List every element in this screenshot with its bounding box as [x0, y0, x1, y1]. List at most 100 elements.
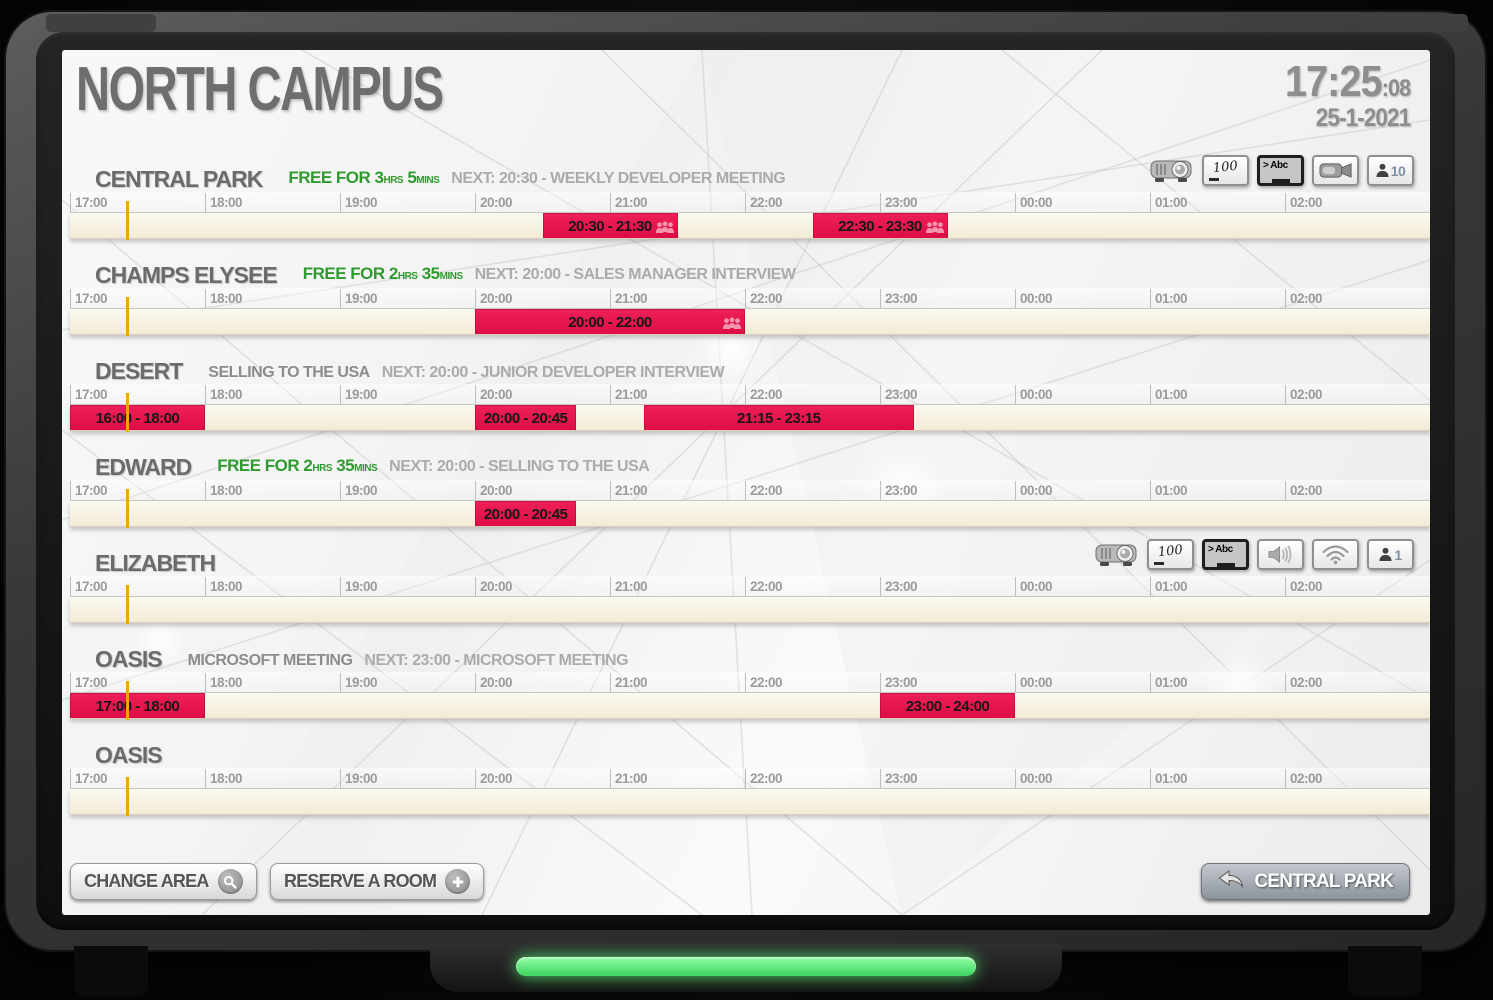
hour-label: 19:00 [340, 289, 378, 308]
room-name[interactable]: ELIZABETH [95, 550, 216, 576]
timeline-bar[interactable]: 20:00 - 22:00 [70, 309, 1430, 335]
room-timeline: 17:00 18:00 19:00 20:00 21:00 22:00 23:00 00:00… [70, 768, 1430, 816]
hour-label: 00:00 [1015, 481, 1053, 500]
mount-nub-right [1348, 946, 1422, 996]
free-for-label: FREE FOR 2HRS 35MINS [217, 456, 378, 475]
reserve-room-label: RESERVE A ROOM [284, 871, 437, 891]
timeline-hour-labels: 17:00 18:00 19:00 20:00 21:00 22:00 23:00 00:00… [70, 768, 1430, 789]
hour-label: 00:00 [1015, 193, 1053, 212]
room-status: MICROSOFT MEETING NEXT: 23:00 - MICROSOFT… [187, 650, 629, 672]
booking-time-label: 23:00 - 24:00 [905, 697, 990, 715]
room-name[interactable]: CENTRAL PARK [95, 166, 263, 192]
room-timeline: 17:00 18:00 19:00 20:00 21:00 22:00 23:00 00:00… [70, 672, 1430, 720]
booking-block[interactable]: 20:30 - 21:30 [542, 213, 678, 238]
hour-label: 18:00 [205, 193, 243, 212]
whiteboard-icon: 100 [1202, 155, 1249, 186]
device-stand [430, 944, 1062, 992]
hour-label: 18:00 [205, 385, 243, 404]
hour-label: 00:00 [1015, 385, 1053, 404]
booking-block[interactable]: 16:00 - 18:00 [70, 405, 205, 430]
occupants-icon [722, 317, 742, 334]
hour-label: 18:00 [205, 289, 243, 308]
booking-block[interactable]: 17:00 - 18:00 [70, 693, 205, 718]
timeline-bar[interactable]: 16:00 - 18:00 20:00 - 20:45 21:15 - 23:15 [70, 405, 1430, 431]
hour-label: 18:00 [205, 481, 243, 500]
hour-label: 02:00 [1285, 385, 1323, 404]
timeline-hour-labels: 17:00 18:00 19:00 20:00 21:00 22:00 23:00 00:00… [70, 192, 1430, 213]
room-row: CENTRAL PARK FREE FOR 3HRS 5MINS NEXT: 20… [62, 155, 1430, 240]
hour-label: 21:00 [610, 385, 648, 404]
room-name[interactable]: DESERT [95, 358, 183, 384]
room-name[interactable]: EDWARD [95, 454, 192, 480]
hour-label: 23:00 [880, 385, 918, 404]
status-led-green [516, 957, 976, 976]
hour-label: 23:00 [880, 577, 918, 596]
occupants-icon [655, 221, 675, 238]
booking-block[interactable]: 22:30 - 23:30 [812, 213, 948, 238]
timeline-bar[interactable]: 17:00 - 18:00 23:00 - 24:00 [70, 693, 1430, 719]
capacity-icon: 1 [1367, 539, 1414, 570]
room-name[interactable]: CHAMPS ELYSEE [95, 262, 278, 288]
booking-block[interactable]: 23:00 - 24:00 [880, 693, 1015, 718]
booking-block[interactable]: 20:00 - 20:45 [475, 501, 577, 526]
hour-label: 22:00 [745, 481, 783, 500]
hour-label: 00:00 [1015, 577, 1053, 596]
hour-label: 01:00 [1150, 193, 1188, 212]
booking-block[interactable]: 21:15 - 23:15 [643, 405, 914, 430]
room-list: CENTRAL PARK FREE FOR 3HRS 5MINS NEXT: 20… [62, 155, 1430, 828]
current-time-marker [126, 297, 130, 336]
hour-label: 01:00 [1150, 385, 1188, 404]
reserve-room-button[interactable]: RESERVE A ROOM [270, 863, 485, 900]
booking-block[interactable]: 20:00 - 22:00 [475, 309, 745, 334]
current-meeting-label: SELLING TO THE USA [208, 364, 370, 381]
room-timeline: 17:00 18:00 19:00 20:00 21:00 22:00 23:00 00:00… [70, 192, 1430, 240]
hour-label: 21:00 [610, 289, 648, 308]
room-amenities: 100 > Abc 1 [1092, 538, 1414, 571]
tv-icon: > Abc [1202, 539, 1249, 570]
timeline-bar[interactable]: 20:00 - 20:45 [70, 501, 1430, 527]
current-time-marker [126, 393, 130, 432]
hour-label: 20:00 [475, 385, 513, 404]
hour-label: 22:00 [745, 385, 783, 404]
room-status: FREE FOR 2HRS 35MINS NEXT: 20:00 - SELLIN… [217, 455, 650, 480]
page-title: NORTH CAMPUS [76, 55, 444, 124]
booking-time-label: 20:00 - 22:00 [568, 313, 652, 331]
booking-time-label: 16:00 - 18:00 [95, 409, 180, 427]
speaker-icon [1257, 539, 1304, 570]
booking-block[interactable]: 20:00 - 20:45 [475, 405, 577, 430]
hour-label: 01:00 [1150, 289, 1188, 308]
mount-tab-right [1358, 14, 1468, 32]
free-for-label: FREE FOR 3HRS 5MINS [288, 168, 440, 187]
current-meeting-label: MICROSOFT MEETING [187, 652, 353, 669]
hour-label: 17:00 [70, 481, 108, 500]
hour-label: 19:00 [340, 577, 378, 596]
hour-label: 02:00 [1285, 193, 1323, 212]
occupants-icon [925, 221, 945, 238]
room-name[interactable]: OASIS [95, 646, 163, 672]
hour-label: 20:00 [475, 481, 513, 500]
room-row: CHAMPS ELYSEE FREE FOR 2HRS 35MINS NEXT: … [62, 252, 1430, 336]
hour-label: 21:00 [610, 673, 648, 692]
booking-time-label: 22:30 - 23:30 [838, 217, 922, 235]
next-meeting-label: NEXT: 20:30 - WEEKLY DEVELOPER MEETING [451, 170, 786, 187]
hour-label: 00:00 [1015, 769, 1053, 788]
free-for-label: FREE FOR 2HRS 35MINS [302, 264, 463, 283]
hour-label: 18:00 [205, 673, 243, 692]
hour-label: 18:00 [205, 769, 243, 788]
hour-label: 02:00 [1285, 577, 1323, 596]
timeline-bar[interactable] [70, 597, 1430, 623]
timeline-bar[interactable] [70, 789, 1430, 815]
timeline-bar[interactable]: 20:30 - 21:30 22:30 - 23:30 [70, 213, 1430, 239]
hour-label: 19:00 [340, 769, 378, 788]
room-status: SELLING TO THE USA NEXT: 20:00 - JUNIOR D… [208, 362, 724, 384]
hour-label: 01:00 [1150, 481, 1188, 500]
back-to-room-button[interactable]: CENTRAL PARK [1201, 863, 1410, 900]
hour-label: 21:00 [610, 577, 648, 596]
hour-label: 17:00 [70, 385, 108, 404]
room-timeline: 17:00 18:00 19:00 20:00 21:00 22:00 23:00 00:00… [70, 480, 1430, 528]
clock-date: 25-1-2021 [1315, 104, 1411, 132]
hour-label: 00:00 [1015, 673, 1053, 692]
room-name[interactable]: OASIS [95, 742, 163, 768]
change-area-button[interactable]: CHANGE AREA [70, 863, 257, 900]
hour-label: 22:00 [745, 577, 783, 596]
